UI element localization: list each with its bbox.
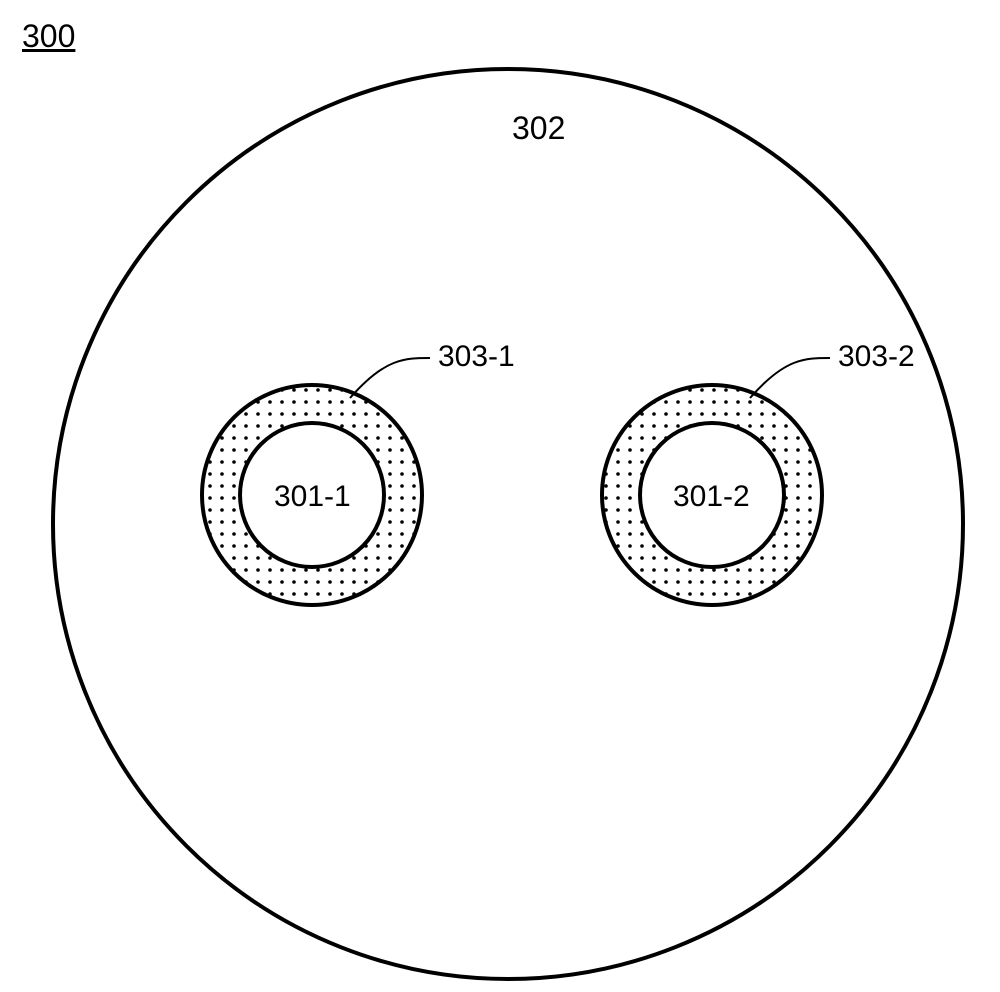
figure-reference-label: 300 [22,18,75,55]
core-left-label: 301-1 [274,480,351,514]
diagram-canvas: 300 302 303-1 303-2 301-1 301-2 [0,0,1000,992]
outer-circle-label: 302 [512,110,565,147]
ring-right-label: 303-2 [838,340,915,374]
ring-left-label: 303-1 [438,340,515,374]
diagram-svg [0,0,1000,992]
core-right-label: 301-2 [673,480,750,514]
outer-circle [53,69,963,979]
